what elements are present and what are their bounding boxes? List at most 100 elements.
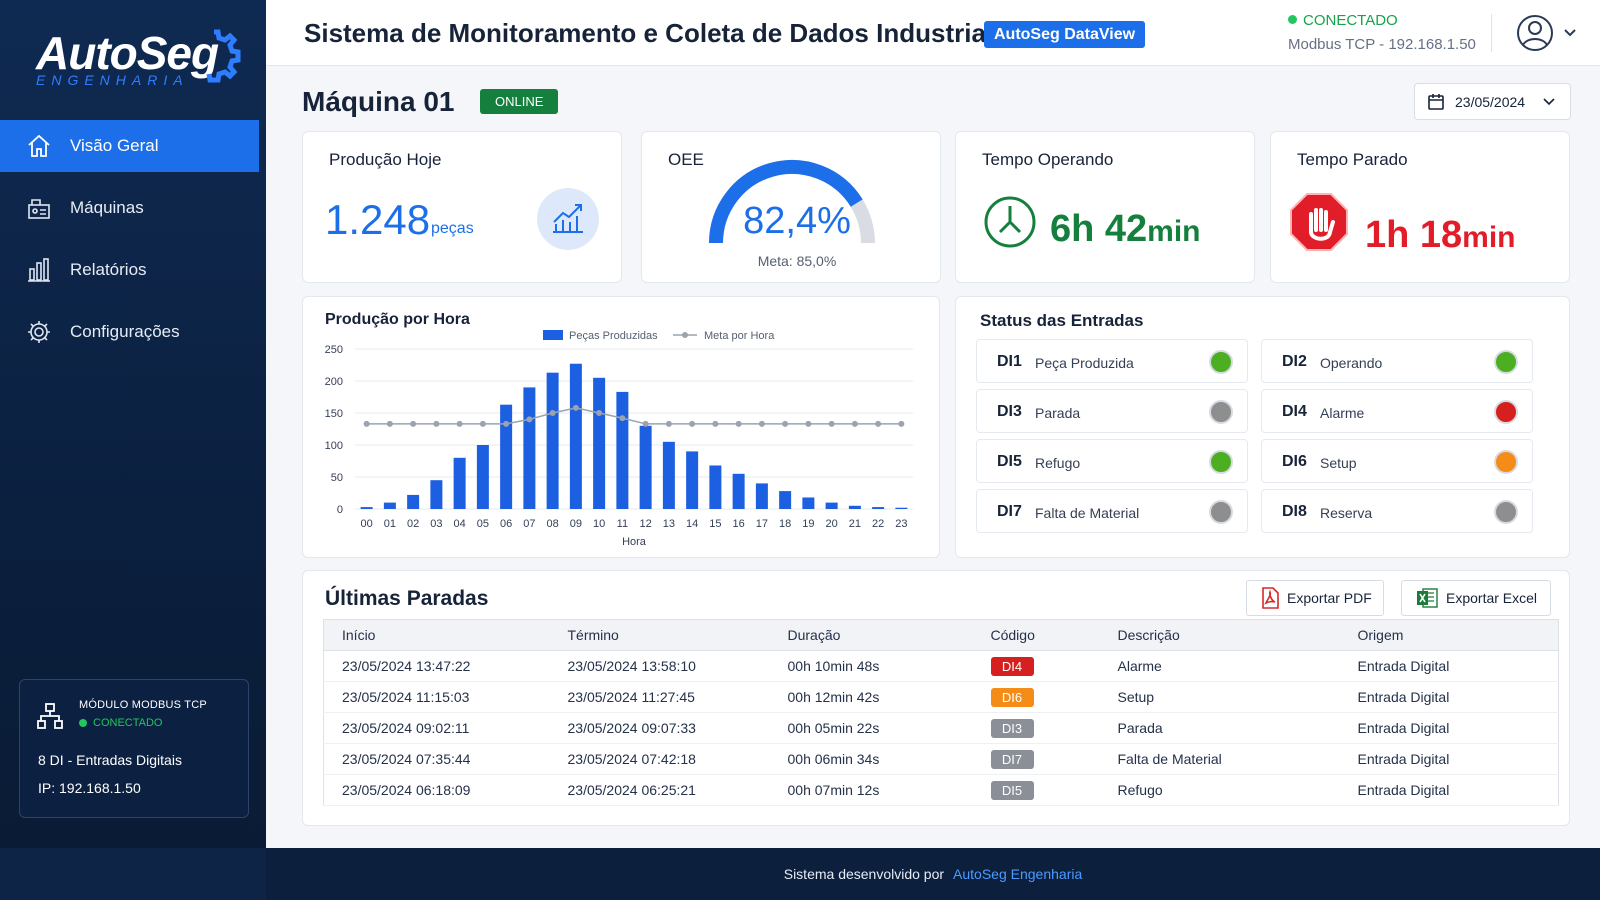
meta-point — [805, 420, 812, 427]
y-tick-label: 200 — [325, 376, 343, 388]
y-tick-label: 150 — [325, 408, 343, 420]
bar — [872, 507, 885, 509]
machine-title: Máquina 01 — [302, 86, 455, 117]
status-indicator — [1209, 500, 1233, 524]
card-title: Tempo Operando — [982, 150, 1114, 169]
cell-origin: Entrada Digital — [1339, 743, 1559, 775]
main-content: Sistema de Monitoramento e Coleta de Dad… — [266, 0, 1600, 848]
table-row[interactable]: 23/05/2024 13:47:22 23/05/2024 13:58:10 … — [323, 650, 1559, 682]
divider — [1491, 14, 1492, 52]
meta-point — [503, 420, 510, 427]
top-bar: Sistema de Monitoramento e Coleta de Dad… — [266, 0, 1600, 66]
date-picker[interactable]: 23/05/2024 — [1414, 83, 1571, 120]
chart-title: Produção por Hora — [325, 311, 470, 328]
oee-value: 82,4% — [743, 200, 851, 242]
meta-point — [758, 420, 765, 427]
input-label: Alarme — [1320, 405, 1365, 421]
module-ip: IP: 192.168.1.50 — [38, 780, 141, 796]
code-badge: DI6 — [990, 687, 1034, 707]
x-tick-label: 02 — [407, 518, 419, 530]
export-excel-button[interactable]: Exportar Excel — [1401, 580, 1551, 616]
calendar-icon — [1428, 93, 1444, 110]
uptime-value: 6h 42min — [1050, 208, 1201, 251]
footer-text: Sistema desenvolvido por — [783, 866, 945, 882]
export-pdf-button[interactable]: Exportar PDF — [1246, 580, 1384, 616]
input-di1: DI1 Peça Produzida — [976, 339, 1248, 383]
uptime-number: 6h 42 — [1050, 208, 1148, 250]
table-row[interactable]: 23/05/2024 06:18:09 23/05/2024 06:25:21 … — [323, 774, 1559, 806]
logo-subtitle: ENGENHARIA — [36, 72, 189, 88]
legend-swatch-point — [682, 332, 688, 338]
status-indicator — [1209, 350, 1233, 374]
cell-duration: 00h 06min 34s — [769, 743, 973, 775]
status-indicator — [1494, 350, 1518, 374]
x-tick-label: 10 — [593, 518, 605, 530]
column-header: Início — [323, 619, 550, 651]
chevron-down-icon — [1564, 29, 1576, 37]
y-tick-label: 100 — [325, 440, 343, 452]
sidebar-item-label: Máquinas — [70, 198, 144, 217]
export-excel-label: Exportar Excel — [1446, 590, 1538, 606]
status-indicator — [1494, 450, 1518, 474]
x-tick-label: 15 — [709, 518, 721, 530]
input-di7: DI7 Falta de Material — [976, 489, 1248, 533]
bar — [430, 480, 443, 509]
input-label: Operando — [1320, 355, 1383, 371]
table-row[interactable]: 23/05/2024 09:02:11 23/05/2024 09:07:33 … — [323, 712, 1559, 744]
meta-point — [851, 420, 858, 427]
cell-start: 23/05/2024 07:35:44 — [323, 743, 550, 775]
x-tick-label: 14 — [686, 518, 698, 530]
x-tick-label: 18 — [779, 518, 791, 530]
cell-start: 23/05/2024 09:02:11 — [323, 712, 550, 744]
module-status: CONECTADO — [79, 717, 162, 729]
x-tick-label: 22 — [872, 518, 884, 530]
card-title: OEE — [668, 150, 704, 169]
input-di6: DI6 Setup — [1261, 439, 1533, 483]
legend-label: Meta por Hora — [704, 330, 775, 342]
x-tick-label: 11 — [617, 518, 628, 530]
sidebar-item-maquinas[interactable]: Máquinas — [0, 182, 259, 234]
footer-link[interactable]: AutoSeg Engenharia — [953, 866, 1083, 882]
inputs-title: Status das Entradas — [980, 311, 1144, 330]
column-header: Descrição — [1099, 619, 1340, 651]
stops-table: Início Término Duração Código Descrição … — [323, 619, 1559, 806]
stops-card: Últimas Paradas Exportar PDF Exportar Ex… — [302, 570, 1570, 826]
x-tick-label: 20 — [826, 518, 838, 530]
bar-chart-icon — [28, 258, 50, 282]
x-tick-label: 06 — [500, 518, 512, 530]
table-row[interactable]: 23/05/2024 11:15:03 23/05/2024 11:27:45 … — [323, 681, 1559, 713]
code-badge: DI7 — [990, 749, 1034, 769]
x-tick-label: 23 — [895, 518, 907, 530]
bar — [407, 494, 420, 509]
machine-icon — [28, 199, 50, 219]
y-tick-label: 250 — [325, 344, 343, 356]
sidebar-item-visao-geral[interactable]: Visão Geral — [0, 120, 259, 172]
table-row[interactable]: 23/05/2024 07:35:44 23/05/2024 07:42:18 … — [323, 743, 1559, 775]
bar — [802, 497, 815, 509]
user-menu-button[interactable] — [1515, 13, 1583, 53]
date-value: 23/05/2024 — [1455, 93, 1526, 110]
sidebar-item-relatorios[interactable]: Relatórios — [0, 244, 259, 296]
meta-point — [619, 415, 626, 422]
column-header: Origem — [1339, 619, 1559, 651]
cell-description: Falta de Material — [1099, 743, 1340, 775]
meta-point — [572, 404, 579, 411]
meta-point — [433, 420, 440, 427]
cell-description: Alarme — [1099, 650, 1340, 682]
bar — [360, 507, 373, 509]
meta-point — [689, 420, 696, 427]
connection-detail: Modbus TCP - 192.168.1.50 — [1288, 36, 1476, 53]
oee-card: OEE 82,4% Meta: 85,0% — [641, 131, 941, 283]
oee-meta: Meta: 85,0% — [757, 253, 837, 269]
sidebar-item-configuracoes[interactable]: Configurações — [0, 306, 259, 358]
cell-end: 23/05/2024 07:42:18 — [549, 743, 770, 775]
x-tick-label: 21 — [849, 518, 861, 530]
cell-start: 23/05/2024 13:47:22 — [323, 650, 550, 682]
app-title: Sistema de Monitoramento e Coleta de Dad… — [304, 18, 1008, 48]
column-header: Término — [549, 619, 770, 651]
home-icon — [28, 134, 50, 157]
x-tick-label: 12 — [640, 518, 652, 530]
input-label: Reserva — [1320, 505, 1373, 521]
production-chart-card: Produção por Hora 0 50 100 150 200 250 00 01 02 0… — [302, 296, 940, 558]
x-tick-label: 16 — [733, 518, 745, 530]
